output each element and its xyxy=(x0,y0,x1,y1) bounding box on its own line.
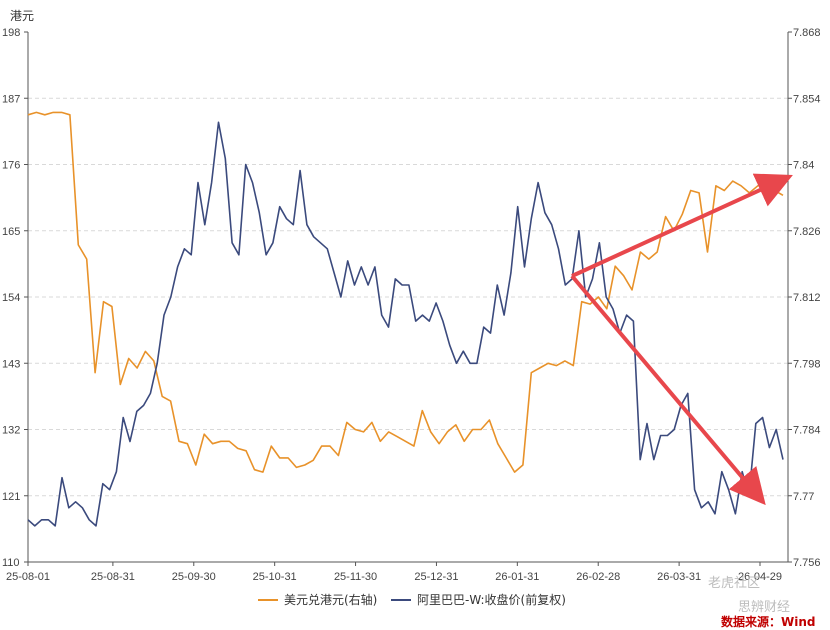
x-tick-label: 26-03-31 xyxy=(657,571,701,583)
legend-label-alibaba: 阿里巴巴-W:收盘价(前复权) xyxy=(417,592,566,607)
left-tick-label: 121 xyxy=(2,491,20,503)
x-tick-label: 26-04-29 xyxy=(738,571,782,583)
right-tick-label: 7.854 xyxy=(793,93,821,105)
legend-label-usdhkd: 美元兑港元(右轴) xyxy=(284,592,377,607)
source-note: 数据来源：Wind xyxy=(721,614,815,629)
x-tick-label: 25-10-31 xyxy=(253,571,297,583)
legend: 美元兑港元(右轴) 阿里巴巴-W:收盘价(前复权) xyxy=(258,592,566,607)
usdhkd-series-line xyxy=(27,111,784,473)
watermark-line-1: 老虎社区 xyxy=(708,575,760,591)
left-tick-label: 187 xyxy=(2,93,20,105)
series-group xyxy=(27,111,784,527)
up-trend-arrow xyxy=(571,173,793,278)
x-tick-label: 25-08-31 xyxy=(91,571,135,583)
trend-arrows xyxy=(570,173,793,506)
down-trend-arrow xyxy=(570,274,766,506)
x-tick-label: 26-01-31 xyxy=(495,571,539,583)
right-tick-label: 7.77 xyxy=(793,491,814,503)
watermark-line-2: 思辨财经 xyxy=(738,600,790,615)
right-tick-label: 7.868 xyxy=(793,27,821,39)
right-tick-label: 7.798 xyxy=(793,358,821,370)
x-tick-label: 25-08-01 xyxy=(6,571,50,583)
right-axis-ticks: 7.868 7.854 7.84 7.826 7.812 7.798 7.784 7.77 7.… xyxy=(788,27,821,569)
grid-lines xyxy=(28,97,788,497)
right-tick-label: 7.84 xyxy=(793,160,814,172)
left-tick-label: 198 xyxy=(2,27,20,39)
x-tick-label: 26-02-28 xyxy=(576,571,620,583)
right-tick-label: 7.826 xyxy=(793,226,821,238)
alibaba-series-line xyxy=(27,121,784,527)
right-tick-label: 7.784 xyxy=(793,425,821,437)
x-axis-ticks: 25-08-01 25-08-31 25-09-30 25-10-31 25-11-30… xyxy=(6,562,782,583)
right-tick-label: 7.756 xyxy=(793,557,821,569)
right-tick-label: 7.812 xyxy=(793,292,821,304)
left-tick-label: 143 xyxy=(2,358,20,370)
left-axis-unit: 港元 xyxy=(10,9,34,23)
left-tick-label: 132 xyxy=(2,425,20,437)
left-tick-label: 165 xyxy=(2,226,20,238)
left-tick-label: 110 xyxy=(2,557,20,569)
left-tick-label: 176 xyxy=(2,160,20,172)
left-axis-ticks: 198 187 176 165 154 143 132 121 110 xyxy=(2,27,28,569)
left-tick-label: 154 xyxy=(2,292,20,304)
x-tick-label: 25-12-31 xyxy=(414,571,458,583)
x-tick-label: 25-09-30 xyxy=(172,571,216,583)
x-tick-label: 25-11-30 xyxy=(334,571,377,583)
